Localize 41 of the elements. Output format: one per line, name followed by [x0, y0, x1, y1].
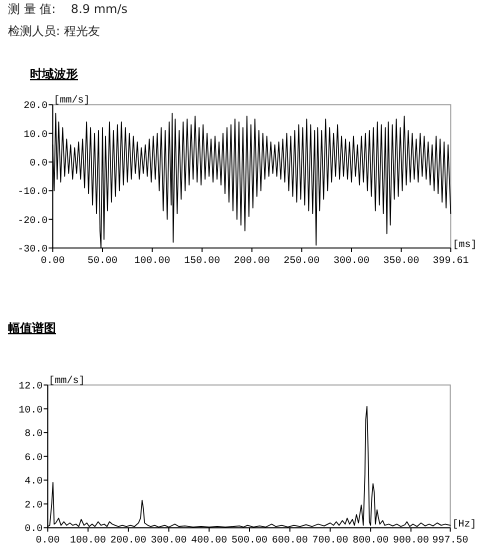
x-tick-label: 100.00: [134, 256, 170, 267]
chart-title: 时域波形: [30, 67, 78, 81]
y-axis-title: [mm/s]: [48, 375, 85, 387]
y-tick-label: 8.0: [24, 429, 43, 440]
y-tick-label: 4.0: [24, 476, 43, 488]
chart-title: 幅值谱图: [8, 321, 56, 335]
x-tick-label: 0.00: [36, 536, 60, 547]
text: 测 量 值: 8.9 mm/s: [8, 2, 128, 16]
y-tick-label: 2.0: [24, 500, 43, 512]
x-tick-label: 400.00: [191, 536, 228, 547]
x-tick-label: 350.00: [383, 256, 420, 267]
y-tick-label: 0.0: [30, 158, 48, 170]
x-tick-label: 800.00: [352, 536, 389, 547]
y-tick-label: -20.0: [18, 216, 48, 227]
y-tick-label: -30.0: [18, 244, 48, 256]
y-tick-label: 6.0: [24, 452, 43, 464]
x-tick-label: 200.00: [234, 256, 270, 267]
x-tick-label: 900.00: [392, 536, 429, 547]
y-tick-label: 20.0: [24, 101, 48, 112]
text: 检测人员: 程光友: [8, 24, 100, 38]
y-tick-label: 10.0: [24, 130, 48, 141]
x-tick-label: 500.00: [231, 536, 268, 547]
x-tick-label: 100.00: [70, 536, 106, 547]
y-axis-title: [mm/s]: [54, 94, 90, 107]
x-tick-label: 700.00: [312, 536, 348, 547]
y-tick-label: -10.0: [18, 187, 48, 198]
x-tick-label: 200.00: [110, 536, 146, 547]
x-tick-label: 150.00: [184, 256, 220, 267]
x-tick-label: 399.61: [432, 256, 469, 267]
x-tick-label: 50.00: [87, 256, 118, 267]
x-tick-label: 997.50: [432, 536, 468, 547]
y-tick-label: 12.0: [18, 382, 43, 392]
x-tick-label: 250.00: [284, 256, 320, 267]
x-tick-label: 300.00: [333, 256, 370, 267]
x-axis-title: [Hz]: [452, 518, 476, 531]
x-axis-title: [ms]: [452, 239, 477, 251]
x-tick-label: 0.00: [40, 256, 65, 267]
x-tick-label: 600.00: [272, 536, 308, 547]
y-tick-label: 10.0: [18, 405, 43, 416]
y-tick-label: 0.0: [24, 524, 43, 536]
x-tick-label: 300.00: [150, 536, 187, 547]
